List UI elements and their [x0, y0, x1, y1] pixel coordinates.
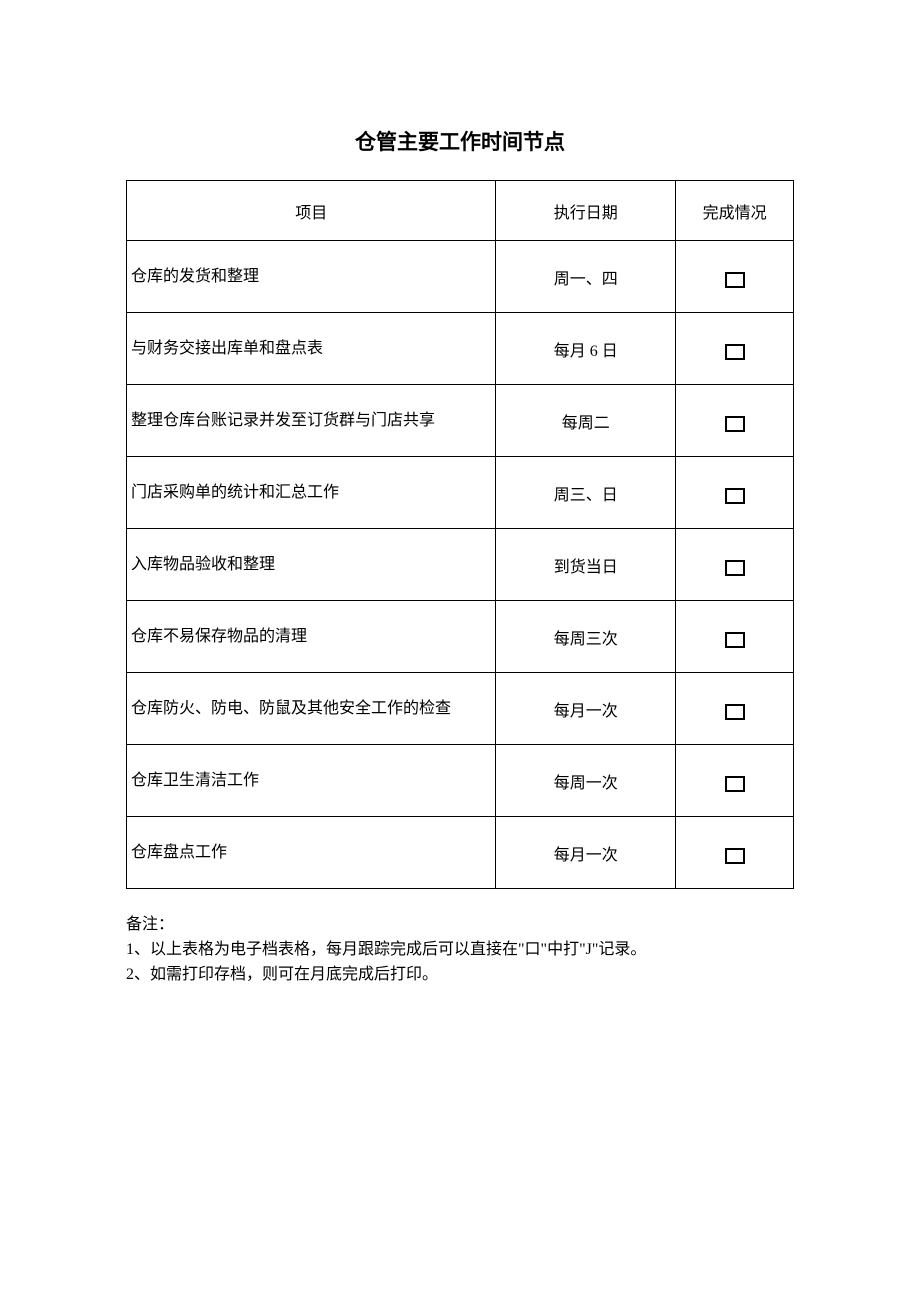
- row-item: 与财务交接出库单和盘点表: [127, 313, 496, 385]
- header-status: 完成情况: [676, 181, 794, 241]
- row-item: 门店采购单的统计和汇总工作: [127, 457, 496, 529]
- page-title: 仓管主要工作时间节点: [126, 126, 794, 156]
- table-row: 仓库卫生清洁工作 每周一次: [127, 745, 794, 817]
- row-status: [676, 817, 794, 889]
- row-status: [676, 529, 794, 601]
- notes-line-2: 2、如需打印存档，则可在月底完成后打印。: [126, 963, 794, 988]
- row-status: [676, 385, 794, 457]
- row-status: [676, 673, 794, 745]
- schedule-table: 项目 执行日期 完成情况 仓库的发货和整理 周一、四 与财务交接出库单和盘点表 …: [126, 180, 794, 889]
- table-row: 入库物品验收和整理 到货当日: [127, 529, 794, 601]
- checkbox-icon[interactable]: [725, 272, 745, 288]
- row-item: 仓库盘点工作: [127, 817, 496, 889]
- table-row: 仓库盘点工作 每月一次: [127, 817, 794, 889]
- row-date: 周一、四: [496, 241, 676, 313]
- checkbox-icon[interactable]: [725, 848, 745, 864]
- row-item: 仓库的发货和整理: [127, 241, 496, 313]
- table-row: 门店采购单的统计和汇总工作 周三、日: [127, 457, 794, 529]
- row-item: 仓库不易保存物品的清理: [127, 601, 496, 673]
- checkbox-icon[interactable]: [725, 560, 745, 576]
- row-item: 入库物品验收和整理: [127, 529, 496, 601]
- table-row: 仓库不易保存物品的清理 每周三次: [127, 601, 794, 673]
- checkbox-icon[interactable]: [725, 776, 745, 792]
- notes-label: 备注：: [126, 913, 794, 938]
- document-container: 仓管主要工作时间节点 项目 执行日期 完成情况 仓库的发货和整理 周一、四 与财…: [126, 126, 794, 987]
- row-date: 周三、日: [496, 457, 676, 529]
- table-row: 整理仓库台账记录并发至订货群与门店共享 每周二: [127, 385, 794, 457]
- table-header-row: 项目 执行日期 完成情况: [127, 181, 794, 241]
- checkbox-icon[interactable]: [725, 488, 745, 504]
- checkbox-icon[interactable]: [725, 704, 745, 720]
- checkbox-icon[interactable]: [725, 632, 745, 648]
- table-row: 与财务交接出库单和盘点表 每月 6 日: [127, 313, 794, 385]
- row-status: [676, 241, 794, 313]
- row-status: [676, 601, 794, 673]
- row-status: [676, 313, 794, 385]
- table-row: 仓库的发货和整理 周一、四: [127, 241, 794, 313]
- checkbox-icon[interactable]: [725, 416, 745, 432]
- notes-line-1: 1、以上表格为电子档表格，每月跟踪完成后可以直接在"口"中打"J"记录。: [126, 938, 794, 963]
- row-date: 每周一次: [496, 745, 676, 817]
- row-item: 仓库防火、防电、防鼠及其他安全工作的检查: [127, 673, 496, 745]
- row-status: [676, 745, 794, 817]
- checkbox-icon[interactable]: [725, 344, 745, 360]
- row-status: [676, 457, 794, 529]
- row-date: 每月一次: [496, 817, 676, 889]
- row-date: 每月 6 日: [496, 313, 676, 385]
- row-date: 每周三次: [496, 601, 676, 673]
- row-date: 到货当日: [496, 529, 676, 601]
- row-item: 整理仓库台账记录并发至订货群与门店共享: [127, 385, 496, 457]
- row-item: 仓库卫生清洁工作: [127, 745, 496, 817]
- header-item: 项目: [127, 181, 496, 241]
- row-date: 每月一次: [496, 673, 676, 745]
- notes-section: 备注： 1、以上表格为电子档表格，每月跟踪完成后可以直接在"口"中打"J"记录。…: [126, 913, 794, 987]
- table-row: 仓库防火、防电、防鼠及其他安全工作的检查 每月一次: [127, 673, 794, 745]
- header-date: 执行日期: [496, 181, 676, 241]
- row-date: 每周二: [496, 385, 676, 457]
